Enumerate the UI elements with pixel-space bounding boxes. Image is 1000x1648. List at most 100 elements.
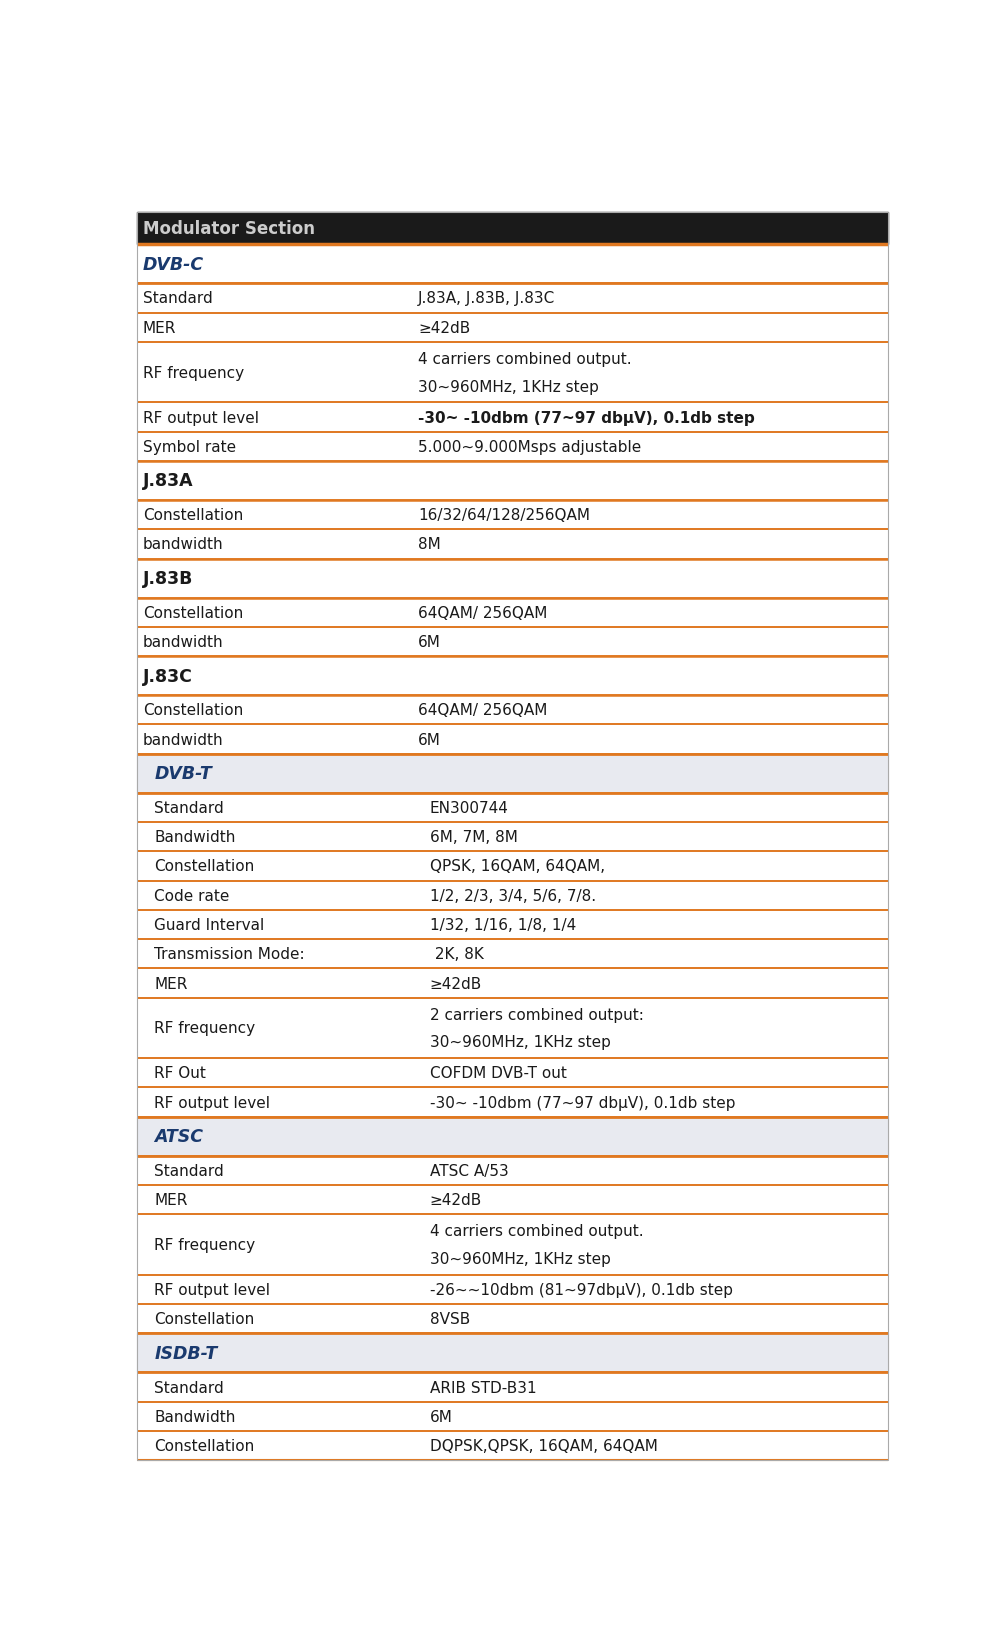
Text: Modulator Section: Modulator Section xyxy=(143,221,315,237)
Text: 30~960MHz, 1KHz step: 30~960MHz, 1KHz step xyxy=(418,379,599,394)
Text: 1/2, 2/3, 3/4, 5/6, 7/8.: 1/2, 2/3, 3/4, 5/6, 7/8. xyxy=(430,888,596,903)
Bar xyxy=(137,658,888,695)
Text: RF frequency: RF frequency xyxy=(143,366,244,381)
Bar xyxy=(137,969,888,999)
Text: ≥42dB: ≥42dB xyxy=(430,976,482,990)
Bar xyxy=(137,725,888,755)
Text: 6M: 6M xyxy=(418,634,441,649)
Text: DVB-C: DVB-C xyxy=(143,255,204,274)
Text: -30~ -10dbm (77~97 dbμV), 0.1db step: -30~ -10dbm (77~97 dbμV), 0.1db step xyxy=(430,1094,735,1111)
Text: ≥42dB: ≥42dB xyxy=(430,1193,482,1208)
Text: Standard: Standard xyxy=(154,1163,224,1178)
Bar xyxy=(137,1373,888,1402)
Bar xyxy=(137,939,888,969)
Text: Constellation: Constellation xyxy=(154,859,255,873)
Text: ATSC: ATSC xyxy=(154,1127,203,1145)
Text: 8VSB: 8VSB xyxy=(430,1312,470,1327)
Bar xyxy=(137,1117,888,1157)
Bar xyxy=(137,755,888,793)
Bar xyxy=(137,598,888,628)
Bar xyxy=(137,432,888,461)
Bar xyxy=(137,793,888,822)
Text: Constellation: Constellation xyxy=(143,605,243,620)
Text: MER: MER xyxy=(154,976,188,990)
Bar xyxy=(137,313,888,343)
Text: MER: MER xyxy=(154,1193,188,1208)
Text: Symbol rate: Symbol rate xyxy=(143,440,236,455)
Text: RF frequency: RF frequency xyxy=(154,1020,256,1037)
Text: Guard Interval: Guard Interval xyxy=(154,918,265,933)
Text: Code rate: Code rate xyxy=(154,888,230,903)
Bar xyxy=(137,461,888,501)
Text: RF output level: RF output level xyxy=(154,1094,270,1111)
Bar xyxy=(137,404,888,432)
Text: Constellation: Constellation xyxy=(143,508,243,522)
Bar xyxy=(137,1276,888,1304)
Bar xyxy=(137,1430,888,1460)
Text: J.83A: J.83A xyxy=(143,473,193,489)
Text: RF output level: RF output level xyxy=(143,410,259,425)
Bar xyxy=(137,1157,888,1185)
Text: 2K, 8K: 2K, 8K xyxy=(430,946,483,962)
Text: 64QAM/ 256QAM: 64QAM/ 256QAM xyxy=(418,605,547,620)
Text: 4 carriers combined output.: 4 carriers combined output. xyxy=(418,351,632,366)
Text: Constellation: Constellation xyxy=(143,704,243,719)
Text: ATSC A/53: ATSC A/53 xyxy=(430,1163,508,1178)
Text: Constellation: Constellation xyxy=(154,1312,255,1327)
Text: Standard: Standard xyxy=(143,292,213,307)
Text: 16/32/64/128/256QAM: 16/32/64/128/256QAM xyxy=(418,508,590,522)
Bar xyxy=(137,559,888,598)
Text: QPSK, 16QAM, 64QAM,: QPSK, 16QAM, 64QAM, xyxy=(430,859,605,873)
Bar xyxy=(137,501,888,531)
Text: 5.000~9.000Msps adjustable: 5.000~9.000Msps adjustable xyxy=(418,440,641,455)
Bar xyxy=(137,1333,888,1373)
Text: -26~~10dbm (81~97dbμV), 0.1db step: -26~~10dbm (81~97dbμV), 0.1db step xyxy=(430,1282,733,1297)
Bar xyxy=(137,882,888,910)
Text: -30~ -10dbm (77~97 dbμV), 0.1db step: -30~ -10dbm (77~97 dbμV), 0.1db step xyxy=(418,410,755,425)
Text: J.83B: J.83B xyxy=(143,570,193,588)
Bar xyxy=(137,910,888,939)
Text: 64QAM/ 256QAM: 64QAM/ 256QAM xyxy=(418,704,547,719)
Bar xyxy=(137,1088,888,1117)
Bar xyxy=(137,1402,888,1430)
Text: J.83A, J.83B, J.83C: J.83A, J.83B, J.83C xyxy=(418,292,555,307)
Text: Standard: Standard xyxy=(154,801,224,816)
Bar xyxy=(137,1058,888,1088)
Bar xyxy=(137,1304,888,1333)
Text: COFDM DVB-T out: COFDM DVB-T out xyxy=(430,1066,566,1081)
Text: 6M: 6M xyxy=(418,732,441,747)
Bar xyxy=(137,283,888,313)
Text: 30~960MHz, 1KHz step: 30~960MHz, 1KHz step xyxy=(430,1251,610,1266)
Text: DQPSK,QPSK, 16QAM, 64QAM: DQPSK,QPSK, 16QAM, 64QAM xyxy=(430,1439,657,1454)
Text: 4 carriers combined output.: 4 carriers combined output. xyxy=(430,1223,643,1238)
Bar xyxy=(137,628,888,658)
Bar xyxy=(137,999,888,1058)
Bar xyxy=(137,246,888,283)
Bar xyxy=(137,1333,888,1373)
Text: bandwidth: bandwidth xyxy=(143,732,223,747)
Text: Bandwidth: Bandwidth xyxy=(154,829,236,845)
Text: 6M: 6M xyxy=(430,1409,452,1424)
Bar xyxy=(137,695,888,725)
Text: Constellation: Constellation xyxy=(154,1439,255,1454)
Bar xyxy=(137,1185,888,1215)
Text: ≥42dB: ≥42dB xyxy=(418,321,470,336)
Text: 8M: 8M xyxy=(418,537,441,552)
Bar xyxy=(137,1117,888,1157)
Text: EN300744: EN300744 xyxy=(430,801,508,816)
Bar xyxy=(137,852,888,882)
Text: Transmission Mode:: Transmission Mode: xyxy=(154,946,305,962)
Text: ARIB STD-B31: ARIB STD-B31 xyxy=(430,1379,536,1394)
Text: MER: MER xyxy=(143,321,176,336)
Text: Bandwidth: Bandwidth xyxy=(154,1409,236,1424)
Text: J.83C: J.83C xyxy=(143,667,193,686)
Text: bandwidth: bandwidth xyxy=(143,537,223,552)
Bar xyxy=(137,531,888,559)
Bar xyxy=(137,755,888,793)
Text: 2 carriers combined output:: 2 carriers combined output: xyxy=(430,1007,643,1022)
Text: RF Out: RF Out xyxy=(154,1066,206,1081)
Text: 30~960MHz, 1KHz step: 30~960MHz, 1KHz step xyxy=(430,1035,610,1050)
Bar xyxy=(137,213,888,246)
Text: RF output level: RF output level xyxy=(154,1282,270,1297)
Text: DVB-T: DVB-T xyxy=(154,765,212,783)
